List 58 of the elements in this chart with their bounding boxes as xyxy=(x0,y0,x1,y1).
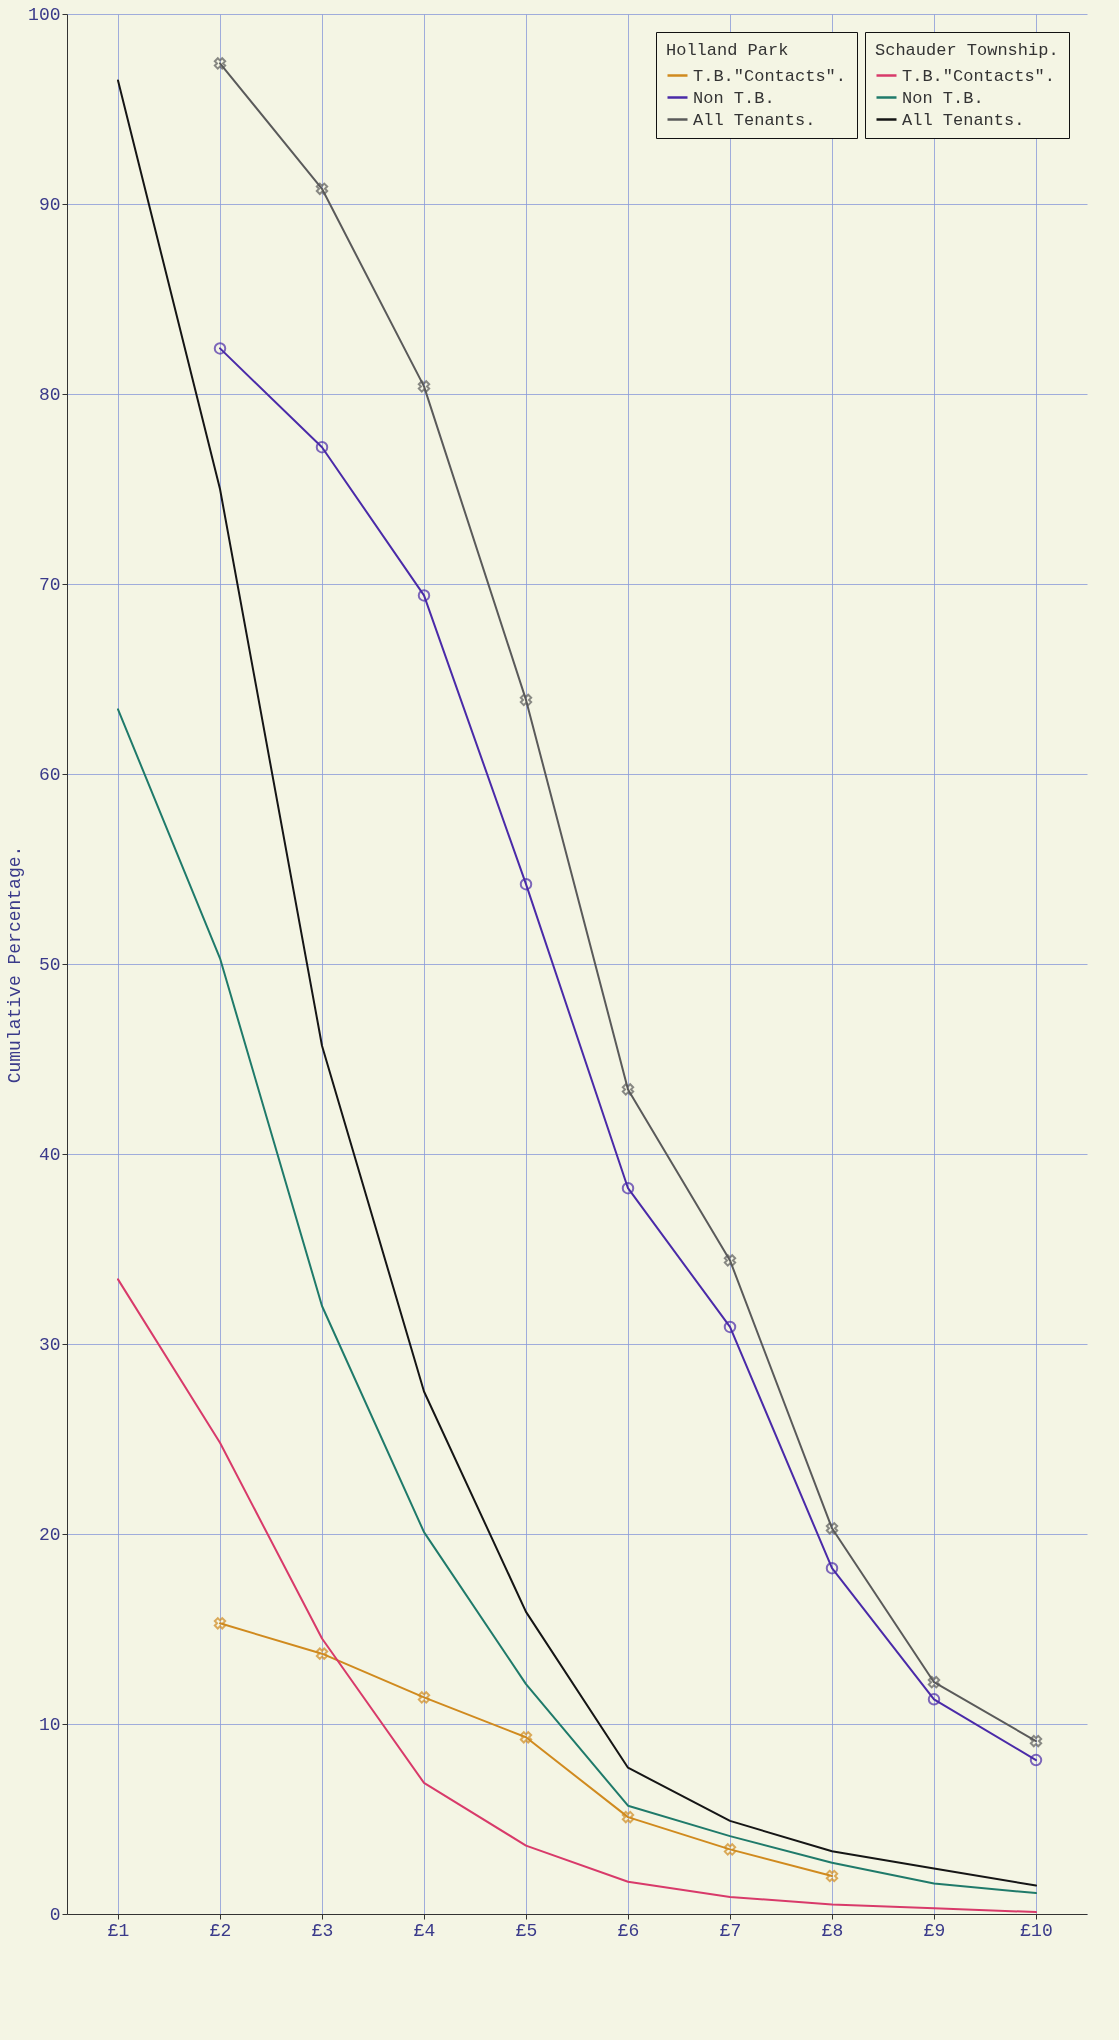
x-tick-label: £6 xyxy=(617,1920,640,1941)
x-tick-label: £7 xyxy=(719,1920,742,1941)
line-series xyxy=(117,1278,1037,1914)
legend-label: Non T.B. xyxy=(693,88,775,108)
legend-label: T.B."Contacts". xyxy=(693,66,847,86)
point xyxy=(1029,1753,1043,1767)
point xyxy=(825,1561,839,1575)
point xyxy=(315,182,329,195)
y-tick-label: 90 xyxy=(38,194,61,215)
point xyxy=(1029,1734,1043,1748)
point xyxy=(927,1676,941,1689)
y-tick-label: 60 xyxy=(38,764,61,785)
y-axis-title: Cumulative Percentage. xyxy=(5,845,26,1084)
legend-label: Non T.B. xyxy=(902,88,984,108)
x-tick-label: £1 xyxy=(107,1920,130,1941)
y-tick-label: 80 xyxy=(38,384,61,405)
y-tick-label: 50 xyxy=(38,954,61,975)
point xyxy=(315,440,329,454)
point xyxy=(417,380,431,393)
point xyxy=(213,342,227,355)
point xyxy=(723,1843,737,1856)
point xyxy=(315,1647,329,1660)
y-tick-label: 100 xyxy=(28,4,61,25)
x-tick-label: £2 xyxy=(209,1920,232,1941)
annotation: Schauder Township. xyxy=(875,41,1059,60)
x-tick-label: £5 xyxy=(515,1920,538,1941)
line-series xyxy=(117,708,1037,1895)
point xyxy=(213,57,227,70)
y-tick-label: 70 xyxy=(38,574,61,595)
legend-label: T.B."Contacts". xyxy=(902,66,1056,86)
point xyxy=(417,589,431,602)
point xyxy=(621,1083,635,1096)
point xyxy=(723,1320,737,1334)
point xyxy=(213,1617,227,1630)
x-tick-label: £10 xyxy=(1020,1920,1053,1941)
x-tick-label: £9 xyxy=(923,1920,946,1941)
point xyxy=(723,1254,737,1267)
y-tick-label: 40 xyxy=(38,1144,61,1165)
annotation: Holland Park xyxy=(666,41,789,60)
x-tick-label: £4 xyxy=(413,1920,436,1941)
y-tick-label: 10 xyxy=(38,1714,61,1735)
y-tick-label: 20 xyxy=(38,1524,61,1545)
x-tick-label: £8 xyxy=(821,1920,844,1941)
point xyxy=(519,1731,533,1744)
legend-label: All Tenants. xyxy=(693,110,816,130)
point xyxy=(927,1693,941,1706)
point xyxy=(519,693,533,707)
point xyxy=(621,1181,635,1195)
x-tick-label: £3 xyxy=(311,1920,334,1941)
point xyxy=(519,877,533,891)
legend-label: All Tenants. xyxy=(902,110,1025,130)
y-tick-label: 30 xyxy=(38,1334,61,1355)
point xyxy=(621,1810,635,1824)
y-tick-label: 0 xyxy=(49,1904,61,1925)
line-series xyxy=(117,79,1037,1887)
point xyxy=(417,1691,431,1704)
point xyxy=(825,1869,839,1883)
point xyxy=(825,1522,839,1535)
